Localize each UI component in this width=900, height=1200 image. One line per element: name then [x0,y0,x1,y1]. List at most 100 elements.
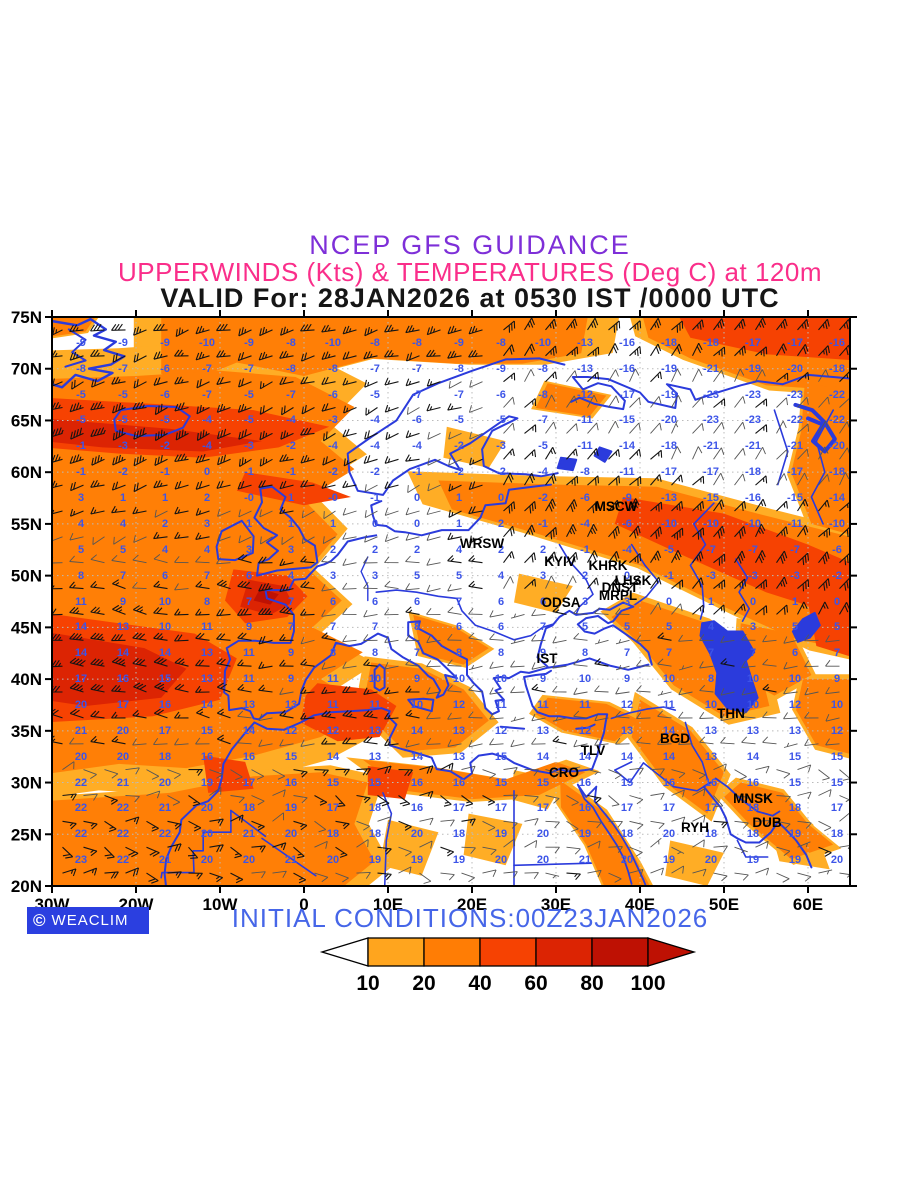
wind-barb [133,682,147,693]
wind-barb [650,768,665,776]
wind-barb [734,578,747,590]
station-label: KHRK [589,558,628,573]
temperature-value: 19 [789,828,801,840]
temperature-value: -7 [202,363,212,375]
wind-barb [482,820,496,832]
wind-barb [587,500,599,514]
wind-barb [468,405,483,413]
temperature-value: -5 [538,440,548,452]
wind-barb [300,608,315,616]
wind-barb [734,421,746,434]
wind-barb [217,508,231,517]
temperature-value: 3 [330,570,336,582]
station-label: TLV [581,743,606,758]
wind-barb [384,404,399,413]
temperature-value: 15 [831,751,843,763]
wind-barb [615,665,630,671]
temperature-value: 1 [288,492,294,504]
wind-barb [154,682,168,693]
temperature-value: 18 [789,802,801,814]
wind-barb [427,457,441,466]
temperature-value: 2 [330,544,336,556]
station-label: DUB [752,815,781,830]
wind-barb [62,820,77,830]
wind-barb [720,658,735,667]
wind-barb [384,738,399,747]
wind-barb [111,505,126,514]
wind-barb [321,737,336,745]
wind-barb [426,737,441,745]
wind-barb [111,554,126,564]
wind-barb [230,795,245,804]
wind-barb [566,524,577,538]
wind-barb [755,579,768,590]
temperature-value: 9 [834,673,840,685]
wind-barb [69,737,84,745]
wind-barb [503,344,515,357]
wind-barb [174,738,189,746]
wind-barb [447,606,462,615]
wind-barb [174,583,189,591]
wind-barb [90,506,105,515]
temperature-value: -19 [661,389,677,401]
wind-barb [699,684,714,693]
wind-barb [342,661,357,669]
temperature-value: 17 [831,802,843,814]
wind-barb [195,453,210,464]
initial-conditions-line: INITIAL CONDITIONS:00Z23JAN2026 [231,903,709,933]
temperature-value: 7 [666,647,672,659]
wind-barb [657,737,672,745]
temperature-value: -2 [286,440,296,452]
wind-barb [720,635,735,643]
lat-tick-label: 25N [11,825,42,844]
temperature-value: 14 [537,751,550,763]
temperature-value: 14 [75,621,88,633]
wind-barb [545,551,557,564]
temperature-value: 7 [708,647,714,659]
wind-barb [216,682,231,693]
wind-barb [398,846,412,857]
temperature-value: -6 [622,518,632,530]
wind-barb [112,604,126,615]
temperature-value: 14 [621,751,634,763]
wind-barb [734,318,746,331]
wind-barb [713,579,726,590]
wind-barb [356,794,371,804]
wind-barb [69,632,84,641]
wind-barb [804,738,819,747]
temperature-value: -13 [577,337,593,349]
wind-barb [587,448,599,460]
wind-barb [587,769,602,776]
temperature-value: -18 [703,337,719,349]
wind-barb [132,605,147,615]
temperature-value: -7 [790,544,800,556]
wind-barb [314,840,328,849]
wind-barb [503,551,515,564]
wind-barb [594,607,609,615]
wind-barb [587,475,600,486]
wind-barb [300,712,315,720]
wind-barb [468,555,483,564]
temperature-value: -8 [496,337,506,349]
temperature-value: 0 [624,570,630,582]
wind-barb [692,604,705,615]
wind-barb [216,534,231,542]
temperature-value: -4 [412,440,423,452]
temperature-value: 1 [330,518,336,530]
wind-barb [83,867,98,876]
wind-barb [818,369,829,382]
temperature-value: -17 [661,466,677,478]
temperature-value: 13 [453,751,465,763]
temperature-value: -11 [787,518,802,530]
wind-barb [804,634,819,642]
wind-barb [188,872,203,880]
wind-barb [503,576,514,589]
temperature-value: 12 [579,725,591,737]
wind-barb [188,795,201,807]
wind-barb [323,431,336,442]
temperature-value: 1 [456,518,462,530]
wind-barb [52,401,63,411]
temperature-value: 16 [411,777,423,789]
wind-barb [692,396,704,408]
wind-barb [426,349,441,357]
